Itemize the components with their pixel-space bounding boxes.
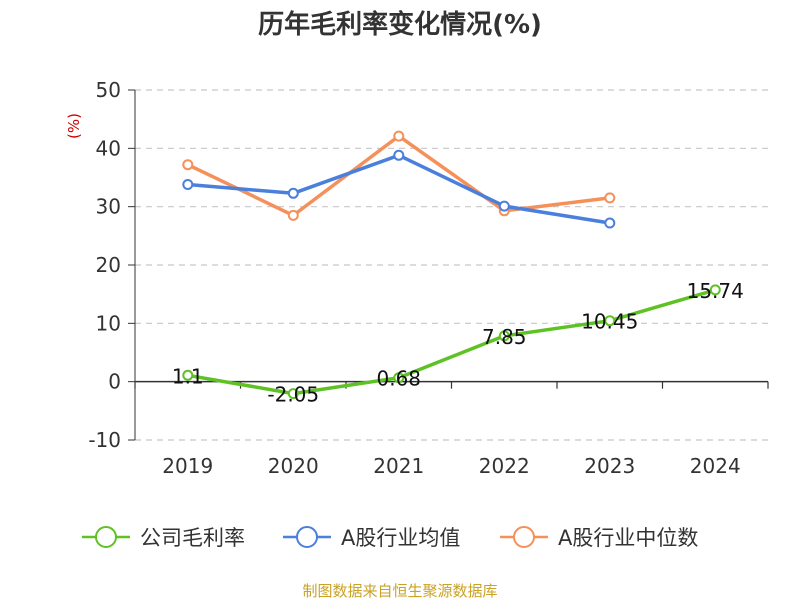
series-1-point [604, 217, 616, 229]
series-2-point [604, 192, 616, 204]
series-0-point [287, 388, 299, 400]
y-tick-label: -10 [88, 428, 121, 452]
data-label: 1.1 [172, 364, 204, 388]
y-tick-label: 0 [108, 370, 121, 394]
y-tick-label: 10 [96, 311, 121, 335]
series-0-point [393, 372, 405, 384]
legend-label: 公司毛利率 [140, 526, 245, 550]
x-tick-label: 2020 [268, 454, 319, 478]
axes: -10 0 10 20 30 40 50 2019 2020 2021 2022 2023 2024 [88, 78, 769, 478]
series-2-point [393, 130, 405, 142]
y-tick-label: 20 [96, 253, 121, 277]
chart-title: 历年毛利率变化情况(%) [258, 9, 542, 40]
x-tick-label: 2019 [162, 454, 213, 478]
series-1-point [182, 179, 194, 190]
y-axis-unit: (%) [65, 113, 83, 139]
source-note: 制图数据来自恒生聚源数据库 [302, 582, 497, 600]
series-1-point [287, 187, 299, 199]
series-2-point [182, 159, 194, 171]
y-tick-label: 30 [96, 195, 121, 219]
data-label: 7.85 [482, 325, 527, 349]
series-0-point [604, 315, 616, 327]
series-layer [182, 130, 721, 400]
y-tick-label: 40 [96, 136, 121, 160]
legend-marker [296, 526, 318, 548]
x-tick-label: 2024 [690, 454, 741, 478]
legend: 公司毛利率 A股行业均值 A股行业中位数 [82, 526, 698, 550]
series-line-1 [187, 153, 611, 225]
legend-marker [513, 526, 535, 548]
x-tick-label: 2023 [584, 454, 635, 478]
series-2-point [287, 209, 299, 221]
series-0-point [498, 330, 510, 342]
legend-label: A股行业中位数 [558, 526, 698, 550]
y-tick-label: 50 [96, 78, 121, 102]
series-1-point [498, 200, 510, 212]
data-label: -2.05 [267, 383, 319, 407]
series-line-0 [187, 288, 716, 396]
x-tick-label: 2021 [373, 454, 424, 478]
data-label: 0.68 [376, 367, 421, 391]
data-label: 10.45 [581, 310, 638, 334]
x-tick-label: 2022 [479, 454, 530, 478]
legend-label: A股行业均值 [341, 526, 460, 550]
data-label: 15.74 [687, 279, 744, 303]
series-0-point [709, 284, 721, 296]
data-labels: 1.1 -2.05 0.68 7.85 10.45 15.74 [172, 279, 744, 407]
series-0-point [182, 369, 194, 381]
series-1-point [393, 149, 405, 161]
legend-marker [95, 526, 117, 548]
